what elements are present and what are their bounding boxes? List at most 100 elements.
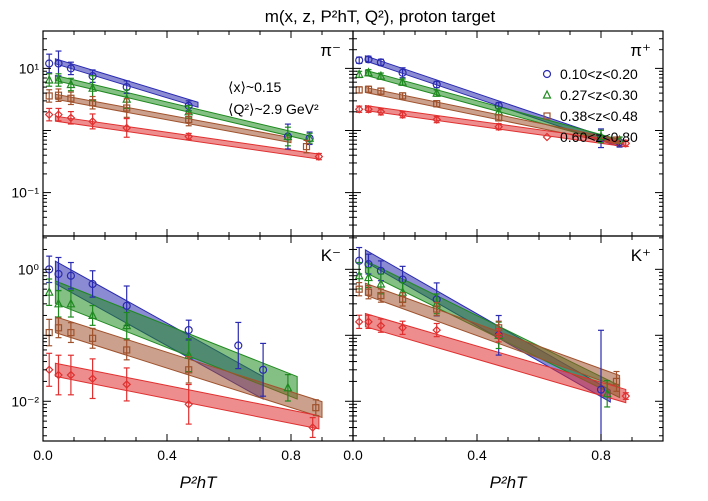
panels-group: 10¹ 10⁻¹ π⁻ ⟨x⟩~0.15 ⟨Q²⟩~2.9 GeV² π⁺ 0.10<z<0…	[11, 30, 664, 492]
data-point-diamond-marker	[184, 132, 194, 141]
figure-title: m(x, z, P²hT, Q²), proton target	[265, 7, 496, 26]
data-point-diamond-marker	[122, 380, 132, 389]
data-point-triangle-marker	[432, 87, 442, 97]
data-point-circle-marker	[355, 56, 364, 65]
panel-label: π⁺	[630, 41, 651, 60]
data-point-square-marker	[312, 404, 320, 412]
data-point-diamond-marker	[621, 391, 631, 401]
data-point-square-marker	[612, 136, 621, 144]
panel-content	[354, 55, 631, 149]
panel-k-minus: 10⁰ 10⁻² 0.0 0.4 0.8 P²hT K⁻	[11, 235, 354, 492]
data-point-triangle-marker	[376, 70, 386, 80]
data-point-triangle-marker	[122, 320, 132, 330]
data-point-square-marker	[67, 328, 75, 337]
panel-content	[44, 50, 324, 161]
data-point-diamond-marker	[66, 113, 76, 123]
data-point-square-marker	[54, 91, 63, 99]
legend-square-marker	[543, 112, 551, 120]
data-point-square-marker	[495, 114, 503, 122]
x-tick-label: 0.4	[467, 447, 487, 463]
data-point-triangle-marker	[54, 298, 63, 308]
data-point-diamond-marker	[354, 104, 364, 114]
data-point-triangle-marker	[66, 298, 76, 308]
data-point-triangle-marker	[354, 69, 364, 79]
x-tick-label: 0.4	[157, 447, 177, 463]
panel-pi-plus: π⁺ 0.10<z<0.20 0.27<z<0.30 0.38<z<0.48 0.60<…	[352, 30, 664, 237]
data-point-circle-marker	[88, 279, 97, 289]
data-point-square-marker	[185, 366, 193, 374]
data-point-diamond-marker	[88, 117, 97, 126]
x-tick-label: 0.8	[591, 447, 611, 463]
data-point-square-marker	[185, 115, 193, 124]
data-point-diamond-marker	[44, 365, 54, 375]
data-point-diamond-marker	[364, 104, 373, 114]
data-point-triangle-marker	[44, 74, 54, 84]
legend-circle-marker	[542, 69, 552, 79]
data-point-square-marker	[377, 291, 385, 300]
data-point-square-marker	[302, 143, 311, 151]
y-tick-label: 10⁻²	[11, 393, 39, 409]
data-point-diamond-marker	[184, 399, 194, 409]
data-point-circle-marker	[54, 269, 63, 279]
data-point-diamond-marker	[44, 110, 54, 119]
data-point-diamond-marker	[54, 110, 63, 119]
legend-diamond-marker	[542, 132, 552, 142]
data-point-triangle-marker	[88, 82, 98, 92]
data-point-diamond-marker	[364, 317, 373, 327]
data-point-diamond-marker	[314, 152, 324, 161]
data-point-triangle-marker	[596, 131, 606, 141]
data-point-diamond-marker	[398, 110, 407, 119]
panel-pi-minus: 10¹ 10⁻¹ π⁻ ⟨x⟩~0.15 ⟨Q²⟩~2.9 GeV²	[11, 30, 354, 237]
data-point-diamond-marker	[354, 317, 364, 327]
y-tick-label: 10⁰	[18, 261, 40, 277]
x-axis-label: P²hT	[490, 473, 528, 492]
panel-content	[354, 246, 631, 441]
legend-entry: 0.27<z<0.30	[560, 87, 638, 103]
data-point-square-marker	[399, 295, 407, 304]
data-point-diamond-marker	[66, 370, 76, 380]
data-point-circle-marker	[398, 68, 407, 77]
data-point-triangle-marker	[602, 388, 612, 398]
legend-entry: 0.60<z<0.80	[560, 129, 638, 145]
data-point-triangle-marker	[305, 132, 315, 142]
data-point-square-marker	[612, 377, 621, 386]
panel-frame	[42, 30, 354, 237]
annotation-text: ⟨x⟩~0.15	[228, 79, 282, 95]
data-point-diamond-marker	[621, 139, 631, 148]
data-point-triangle-marker	[364, 67, 373, 77]
data-point-diamond-marker	[376, 321, 386, 331]
data-point-square-marker	[377, 87, 385, 95]
data-point-triangle-marker	[88, 310, 98, 320]
data-point-square-marker	[433, 100, 441, 108]
data-point-square-marker	[433, 305, 441, 313]
legend-entry: 0.38<z<0.48	[560, 108, 638, 124]
data-point-diamond-marker	[376, 107, 386, 117]
data-point-square-marker	[355, 86, 363, 94]
x-tick-label: 0.0	[33, 447, 53, 463]
data-point-circle-marker	[54, 59, 63, 68]
panel-content	[44, 255, 323, 439]
x-axis-label: P²hT	[180, 473, 218, 492]
x-tick-label: 0.8	[281, 447, 301, 463]
annotation-text: ⟨Q²⟩~2.9 GeV²	[228, 101, 319, 117]
data-point-triangle-marker	[66, 79, 76, 89]
y-tick-label: 10¹	[19, 60, 40, 76]
data-point-circle-marker	[66, 64, 76, 73]
data-point-square-marker	[364, 85, 373, 93]
data-point-diamond-marker	[432, 325, 442, 335]
data-point-triangle-marker	[54, 74, 63, 84]
data-point-diamond-marker	[494, 330, 504, 340]
data-point-triangle-marker	[354, 270, 364, 280]
data-point-square-marker	[123, 104, 131, 112]
panel-k-plus: 0.0 0.4 0.8 P²hT K⁺	[343, 235, 664, 492]
data-point-circle-marker	[45, 59, 54, 68]
data-point-circle-marker	[376, 58, 385, 67]
data-point-square-marker	[88, 334, 97, 342]
data-point-diamond-marker	[398, 323, 407, 333]
data-point-diamond-marker	[122, 123, 132, 133]
data-point-square-marker	[399, 92, 407, 100]
data-point-circle-marker	[596, 385, 606, 394]
data-point-circle-marker	[66, 271, 76, 280]
data-point-diamond-marker	[308, 423, 318, 432]
data-point-square-marker	[364, 288, 373, 296]
